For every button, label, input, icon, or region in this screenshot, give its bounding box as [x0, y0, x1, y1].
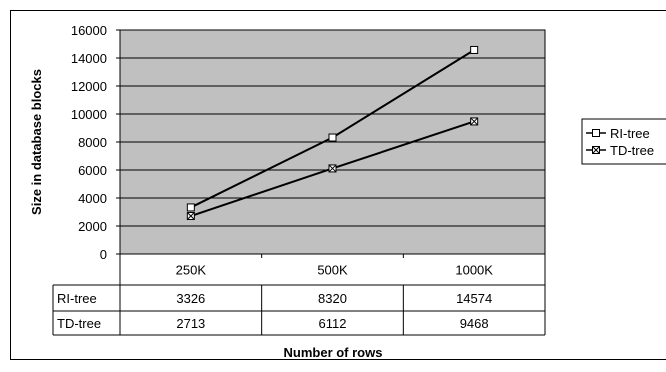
- y-tick-label: 12000: [71, 79, 107, 94]
- table-value: 9468: [460, 316, 489, 331]
- y-tick-label: 16000: [71, 23, 107, 38]
- x-category-label: 1000K: [455, 263, 493, 278]
- square-marker: [470, 45, 479, 54]
- table-value: 2713: [176, 316, 205, 331]
- x-category-label: 500K: [317, 263, 348, 278]
- marker-box: [328, 133, 337, 142]
- marker-cross: [187, 212, 195, 220]
- y-tick-label: 8000: [78, 135, 107, 150]
- marker-cross: [592, 146, 600, 154]
- gridlines: [116, 29, 545, 255]
- table-value: 8320: [318, 291, 347, 306]
- data-table: 250K 500K 1000K RI-tree 3326 8320 14574 TD-tree…: [52, 254, 546, 336]
- y-tick-label: 0: [100, 247, 107, 262]
- chart-frame: [10, 10, 666, 360]
- table-series-name: RI-tree: [57, 291, 97, 306]
- series-markers: [186, 45, 479, 221]
- table-value: 14574: [456, 291, 492, 306]
- y-tick-label: 2000: [78, 219, 107, 234]
- table-series-name: TD-tree: [57, 316, 101, 331]
- legend-label: RI-tree: [610, 126, 650, 141]
- square-marker: [186, 203, 195, 212]
- y-tick-label: 4000: [78, 191, 107, 206]
- x-category-label: 250K: [176, 263, 207, 278]
- x-marker: [186, 212, 195, 221]
- square-marker: [592, 129, 600, 137]
- table-value: 6112: [319, 316, 347, 331]
- x-marker: [592, 146, 600, 154]
- x-axis-title: Number of rows: [284, 345, 383, 360]
- square-marker: [328, 133, 337, 142]
- y-tick-label: 14000: [71, 51, 107, 66]
- y-tick-label: 10000: [71, 107, 107, 122]
- legend: RI-tree TD-tree: [581, 118, 666, 165]
- x-marker: [470, 117, 479, 126]
- marker-cross: [329, 165, 336, 172]
- table-value: 3326: [176, 291, 205, 306]
- legend-label: TD-tree: [610, 143, 654, 158]
- marker-box: [592, 129, 600, 137]
- y-axis-title: Size in database blocks: [29, 69, 44, 215]
- marker-cross: [470, 118, 478, 125]
- y-tick-labels: 0 2000 4000 6000 8000 10000 12000 14000 16000: [71, 23, 107, 262]
- marker-box: [470, 45, 479, 54]
- y-tick-label: 6000: [78, 163, 107, 178]
- marker-box: [186, 203, 195, 212]
- x-marker: [328, 164, 337, 173]
- legend-box: [581, 118, 666, 165]
